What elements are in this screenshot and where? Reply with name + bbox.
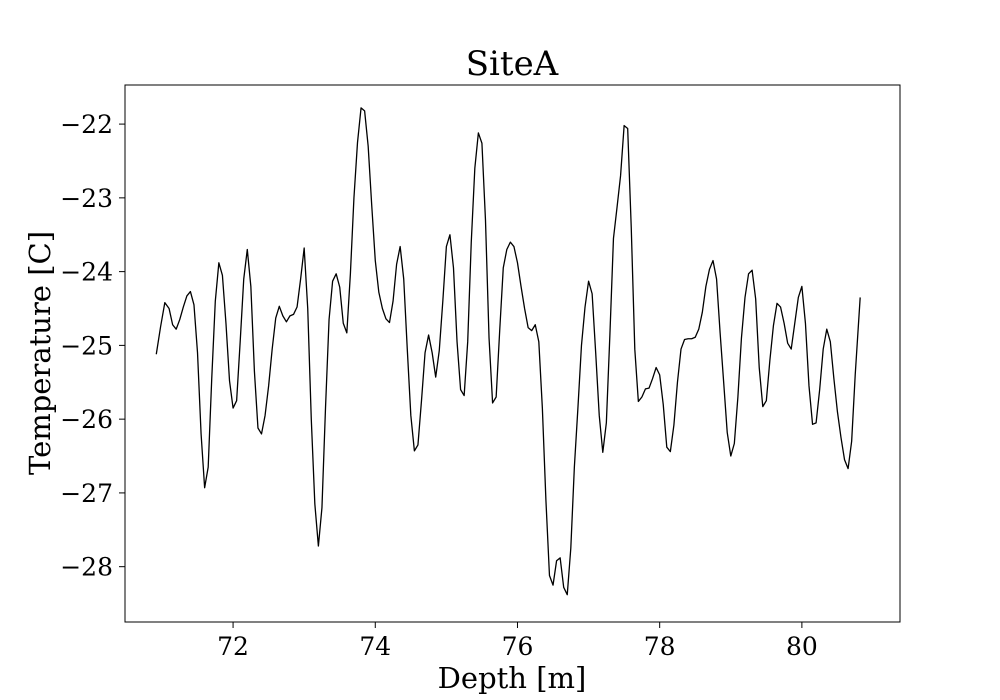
chart-title: SiteA	[466, 44, 559, 84]
y-tick-label: −27	[60, 479, 113, 508]
y-tick-label: −26	[60, 405, 113, 434]
x-tick-label: 80	[786, 632, 818, 661]
y-tick-label: −22	[60, 110, 113, 139]
y-axis-label: Temperature [C]	[23, 231, 57, 475]
temperature-series-line	[155, 107, 861, 596]
axes: 72 74 76 78 80 −22 −23 −24 −25 −26 −27 −28	[60, 84, 901, 661]
x-tick-label: 74	[359, 632, 391, 661]
y-tick-label: −24	[60, 258, 113, 287]
x-tick-label: 76	[502, 632, 534, 661]
y-tick-label: −23	[60, 184, 113, 213]
x-axis-label: Depth [m]	[438, 661, 587, 695]
y-tick-label: −25	[60, 331, 113, 360]
x-tick-label: 78	[644, 632, 676, 661]
y-tick-label: −28	[60, 553, 113, 582]
plot-area	[155, 107, 861, 596]
x-tick-label: 72	[217, 632, 249, 661]
plot-frame	[124, 84, 901, 623]
